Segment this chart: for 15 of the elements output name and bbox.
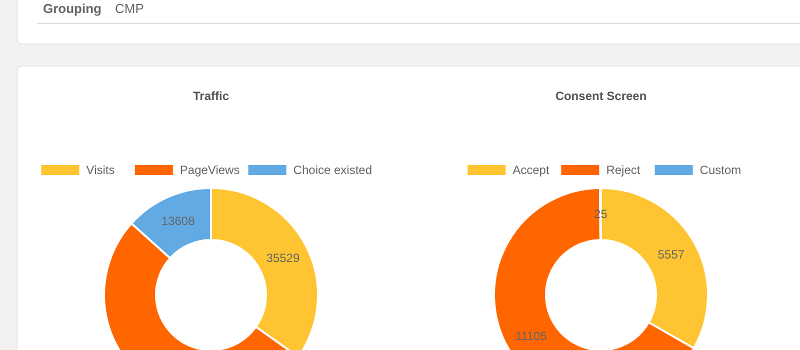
legend-label: PageViews [180,163,240,177]
data-label: 13608 [161,214,196,228]
chart-title: Traffic [192,89,230,103]
chart-title: Consent Screen [555,89,647,103]
data-label: 35529 [266,250,300,265]
data-label: 5557 [658,247,685,262]
legend-label: Accept [512,163,550,177]
data-label: 25 [594,207,608,221]
legend-label: Visits [86,163,115,177]
legend-label: Reject [606,163,641,177]
text: CMP [115,1,144,16]
legend-label: Choice existed [293,163,372,177]
legend-label: Custom [700,163,742,177]
data-label: 11105 [515,328,548,343]
text: Grouping [43,1,102,16]
